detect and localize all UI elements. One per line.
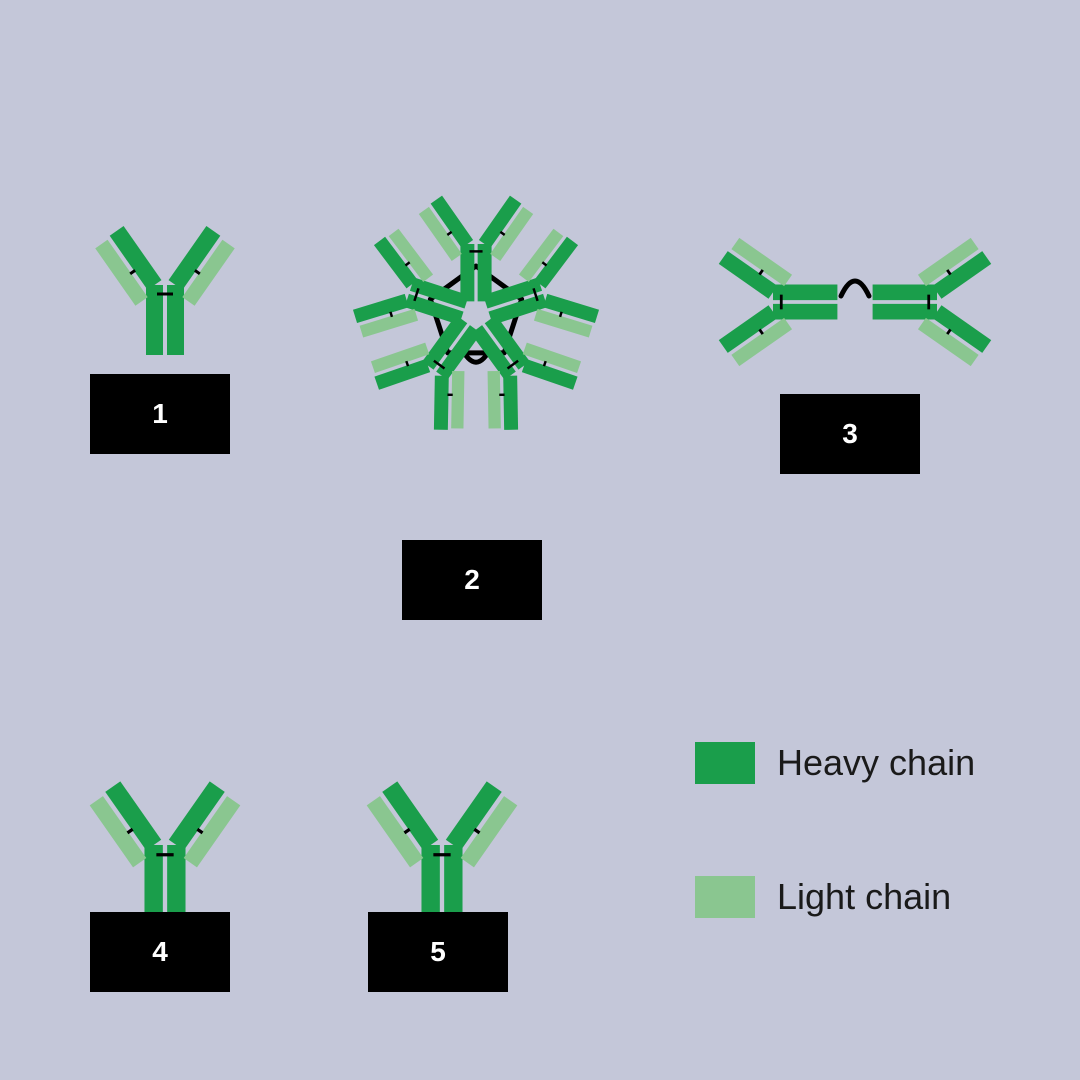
label-text-5: 5 — [430, 936, 446, 968]
antibody-2-svg — [276, 104, 676, 524]
panel-2 — [276, 104, 676, 524]
legend-light-swatch — [695, 876, 755, 918]
label-text-1: 1 — [152, 398, 168, 430]
legend-light-text: Light chain — [777, 876, 951, 918]
label-box-1: 1 — [90, 374, 230, 454]
label-box-2: 2 — [402, 540, 542, 620]
label-text-4: 4 — [152, 936, 168, 968]
label-text-2: 2 — [464, 564, 480, 596]
label-box-4: 4 — [90, 912, 230, 992]
label-text-3: 3 — [842, 418, 858, 450]
panel-3 — [675, 202, 1035, 402]
label-box-3: 3 — [780, 394, 920, 474]
legend-heavy-text: Heavy chain — [777, 742, 975, 784]
label-box-5: 5 — [368, 912, 508, 992]
legend-heavy-swatch — [695, 742, 755, 784]
legend-light-chain: Light chain — [695, 876, 951, 918]
antibody-3-svg — [675, 202, 1035, 402]
legend-heavy-chain: Heavy chain — [695, 742, 975, 784]
